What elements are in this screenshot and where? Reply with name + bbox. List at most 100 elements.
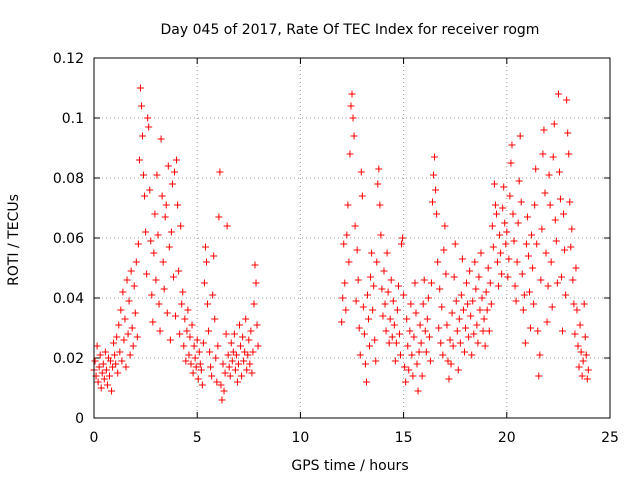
data-point <box>537 276 545 284</box>
y-tick-label: 0.06 <box>53 231 84 247</box>
data-point <box>253 321 261 329</box>
data-point <box>494 258 502 266</box>
data-point <box>559 327 567 335</box>
data-point <box>548 303 556 311</box>
data-point <box>153 171 161 179</box>
data-point <box>471 258 479 266</box>
data-point <box>385 339 393 347</box>
data-point <box>460 348 468 356</box>
chart-title: Day 045 of 2017, Rate Of TEC Index for r… <box>161 22 540 38</box>
data-point <box>515 177 523 185</box>
data-point <box>472 285 480 293</box>
data-point <box>369 306 377 314</box>
data-point <box>134 240 142 248</box>
data-point <box>186 333 194 341</box>
data-point <box>398 240 406 248</box>
data-point <box>365 315 373 323</box>
data-point <box>200 279 208 287</box>
data-point <box>571 330 579 338</box>
data-point <box>431 153 439 161</box>
data-point <box>402 378 410 386</box>
data-point <box>98 369 106 377</box>
data-point <box>464 300 472 308</box>
data-point <box>553 279 561 287</box>
data-point <box>143 270 151 278</box>
data-point <box>405 366 413 374</box>
data-point <box>191 354 199 362</box>
data-point <box>340 240 348 248</box>
data-point <box>474 339 482 347</box>
data-point <box>245 336 253 344</box>
data-point <box>132 258 140 266</box>
data-point <box>468 351 476 359</box>
data-point <box>159 258 167 266</box>
data-point <box>246 360 254 368</box>
data-point <box>223 222 231 230</box>
data-point <box>432 186 440 194</box>
data-point <box>212 354 220 362</box>
data-point <box>204 300 212 308</box>
data-point <box>360 330 368 338</box>
data-point <box>528 231 536 239</box>
data-point <box>176 330 184 338</box>
data-point <box>382 327 390 335</box>
data-point <box>160 285 168 293</box>
data-point <box>144 114 152 122</box>
data-point <box>388 333 396 341</box>
data-point <box>158 192 166 200</box>
data-point <box>485 327 493 335</box>
data-point <box>168 180 176 188</box>
data-point <box>338 318 346 326</box>
data-point <box>505 255 513 263</box>
data-point <box>219 360 227 368</box>
data-point <box>145 123 153 131</box>
data-point <box>476 306 484 314</box>
data-point <box>120 336 128 344</box>
data-point <box>99 360 107 368</box>
data-point <box>251 261 259 269</box>
data-point <box>353 246 361 254</box>
data-point <box>216 168 224 176</box>
data-point <box>96 351 104 359</box>
data-point <box>495 282 503 290</box>
data-point <box>418 372 426 380</box>
data-point <box>207 363 215 371</box>
data-point <box>363 291 371 299</box>
data-point <box>101 348 109 356</box>
data-point <box>499 204 507 212</box>
data-point <box>457 291 465 299</box>
data-point <box>110 339 118 347</box>
data-point <box>443 321 451 329</box>
data-point <box>240 357 248 365</box>
data-point <box>580 300 588 308</box>
data-point <box>113 333 121 341</box>
data-point <box>414 387 422 395</box>
data-point <box>112 360 120 368</box>
data-point <box>501 219 509 227</box>
data-point <box>341 279 349 287</box>
data-point <box>412 309 420 317</box>
data-point <box>490 180 498 188</box>
data-point <box>238 372 246 380</box>
data-points <box>90 84 592 404</box>
data-point <box>146 186 154 194</box>
data-point <box>570 300 578 308</box>
data-point <box>234 360 242 368</box>
data-point <box>94 378 102 386</box>
data-point <box>127 267 135 275</box>
data-point <box>205 327 213 335</box>
data-point <box>227 339 235 347</box>
data-point <box>423 315 431 323</box>
data-point <box>521 339 529 347</box>
data-point <box>526 288 534 296</box>
data-point <box>477 249 485 257</box>
data-point <box>366 342 374 350</box>
data-point <box>541 189 549 197</box>
data-point <box>119 288 127 296</box>
data-point <box>210 252 218 260</box>
data-point <box>161 213 169 221</box>
data-point <box>147 237 155 245</box>
data-point <box>551 216 559 224</box>
data-point <box>444 357 452 365</box>
